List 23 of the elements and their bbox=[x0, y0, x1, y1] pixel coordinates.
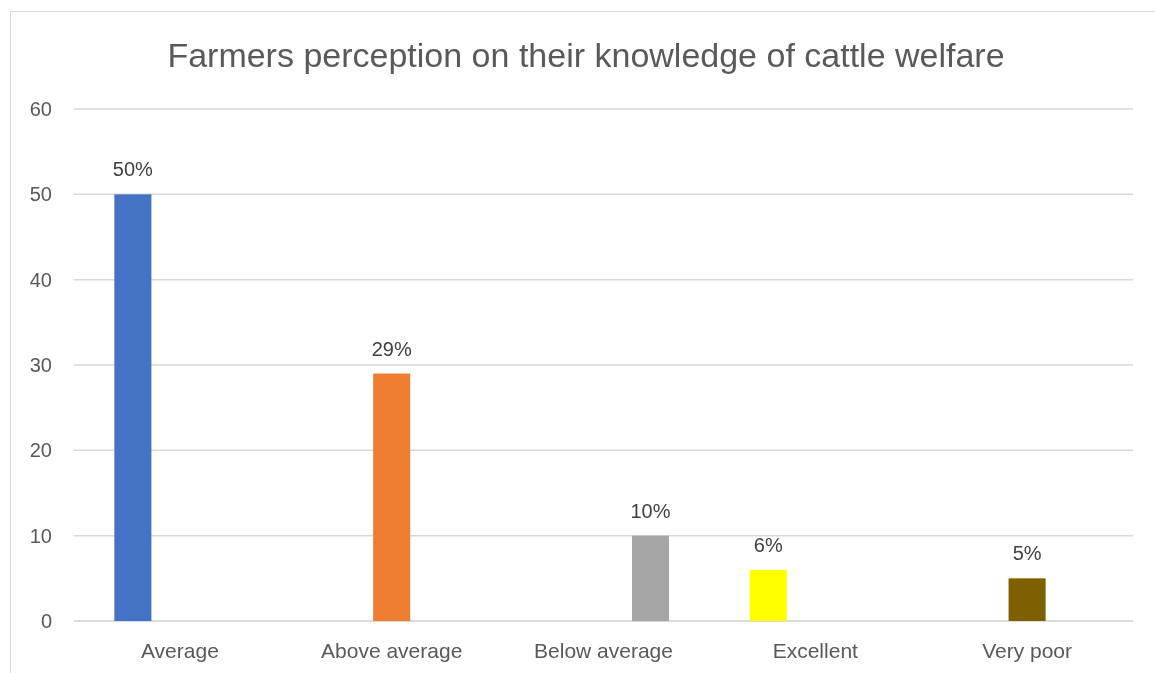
y-tick-label: 40 bbox=[29, 268, 52, 291]
data-label: 6% bbox=[753, 533, 783, 556]
x-tick-label: Average bbox=[140, 639, 219, 662]
y-tick-label: 50 bbox=[29, 183, 52, 206]
bar bbox=[1008, 578, 1046, 621]
x-tick-label: Very poor bbox=[982, 639, 1073, 662]
bar bbox=[114, 194, 152, 621]
chart-title: Farmers perception on their knowledge of cattle welfare bbox=[167, 36, 1005, 74]
data-label: 10% bbox=[630, 499, 671, 522]
y-tick-label: 10 bbox=[29, 524, 52, 547]
bar bbox=[373, 373, 411, 621]
data-label: 29% bbox=[371, 337, 412, 360]
y-tick-label: 60 bbox=[29, 98, 52, 120]
y-tick-label: 0 bbox=[40, 610, 52, 632]
y-tick-label: 30 bbox=[29, 354, 52, 376]
x-tick-label: Excellent bbox=[772, 639, 859, 662]
bar bbox=[631, 535, 670, 621]
data-label: 50% bbox=[112, 158, 154, 181]
data-label: 5% bbox=[1012, 542, 1042, 565]
x-tick-label: Above average bbox=[321, 639, 463, 662]
x-tick-label: Below average bbox=[534, 639, 673, 662]
y-tick-label: 20 bbox=[29, 439, 52, 462]
bar bbox=[749, 569, 787, 621]
